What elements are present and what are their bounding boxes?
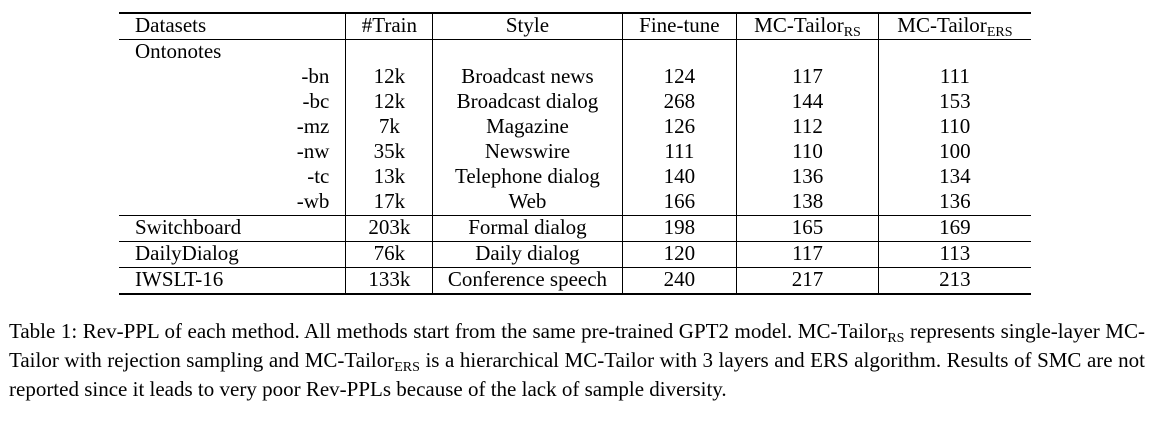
cell-train: 76k [345,241,434,268]
caption-sub-rs: RS [887,331,905,346]
cell-style: Conference speech [432,267,623,294]
cell-ers-best: 213 [939,267,971,291]
cell-style: Daily dialog [432,241,623,268]
cell-train: 12k [345,65,434,90]
header-rs-sub: RS [843,25,861,40]
cell-finetune: 268 [622,90,738,115]
cell-dataset: Switchboard [119,215,347,242]
cell-finetune: 111 [622,140,738,165]
cell-style: Newswire [432,140,623,165]
group-label-ontonotes: Ontonotes [119,39,347,65]
cell-rs: 138 [736,190,879,216]
cell-dataset: -nw [119,140,347,165]
cell-train: 7k [345,115,434,140]
table-group-row: Ontonotes [119,39,1031,65]
cell-dataset: -mz [119,115,347,140]
caption-part-3: is a hierarchical MC-Tailor with 3 layer… [9,348,1145,401]
cell-train: 203k [345,215,434,242]
cell-train: 35k [345,140,434,165]
header-finetune: Fine-tune [622,13,738,40]
cell-ers-best: 111 [939,64,970,88]
cell-rs-best: 165 [736,215,879,242]
cell-finetune: 124 [622,65,738,90]
caption-sub-ers: ERS [394,360,420,375]
cell-rs: 117 [736,65,879,90]
table-header-row: Datasets #Train Style Fine-tune MC-Tailo… [119,13,1031,40]
cell-style: Formal dialog [432,215,623,242]
cell-rs-best: 144 [736,90,879,115]
cell-dataset: -wb [119,190,347,216]
cell-train: 17k [345,190,434,216]
cell-rs: 217 [736,267,879,294]
cell-style: Telephone dialog [432,165,623,190]
cell-dataset: -bn [119,65,347,90]
cell-ers-best: 110 [939,114,971,138]
table-row: IWSLT-16 133k Conference speech 240 217 … [119,267,1031,294]
cell-rs: 136 [736,165,879,190]
table-caption: Table 1: Rev-PPL of each method. All met… [9,317,1145,404]
table-row: Switchboard 203k Formal dialog 198 165 1… [119,215,1031,242]
header-style: Style [432,13,623,40]
table-row: DailyDialog 76k Daily dialog 120 117 113 [119,241,1031,268]
table-row: -nw 35k Newswire 111 110 100 [119,140,1031,165]
cell-finetune: 166 [622,190,738,216]
cell-ers: 169 [939,215,971,239]
header-ers-base: MC-Tailor [897,13,987,37]
cell-style: Web [432,190,623,216]
cell-ers-best: 134 [939,164,971,188]
cell-dataset: DailyDialog [119,241,347,268]
cell-style: Magazine [432,115,623,140]
cell-train: 13k [345,165,434,190]
header-ers-sub: ERS [986,25,1013,40]
cell-finetune: 240 [622,267,738,294]
caption-part-2: represents single-layer MC-Tailor with r… [9,319,1145,372]
table-row: -mz 7k Magazine 126 112 110 [119,115,1031,140]
cell-finetune: 140 [622,165,738,190]
table-row: -wb 17k Web 166 138 136 [119,190,1031,216]
cell-finetune: 120 [622,241,738,268]
caption-part-1: Table 1: Rev-PPL of each method. All met… [9,319,888,343]
cell-rs: 110 [736,140,879,165]
cell-dataset: -tc [119,165,347,190]
cell-ers-best: 136 [939,189,971,213]
header-rs-base: MC-Tailor [754,13,844,37]
results-table: Datasets #Train Style Fine-tune MC-Tailo… [119,12,1031,295]
cell-train: 133k [345,267,434,294]
table-row: -bc 12k Broadcast dialog 268 144 153 [119,90,1031,115]
cell-dataset: -bc [119,90,347,115]
cell-style: Broadcast dialog [432,90,623,115]
cell-ers-best: 100 [939,139,971,163]
cell-rs: 112 [736,115,879,140]
cell-train: 12k [345,90,434,115]
header-datasets: Datasets [119,13,347,40]
cell-rs: 117 [736,241,879,268]
cell-ers: 153 [939,89,971,113]
cell-ers-best: 113 [939,241,971,265]
cell-finetune: 126 [622,115,738,140]
header-train: #Train [345,13,434,40]
cell-style: Broadcast news [432,65,623,90]
cell-finetune: 198 [622,215,738,242]
cell-dataset: IWSLT-16 [119,267,347,294]
table-row: -tc 13k Telephone dialog 140 136 134 [119,165,1031,190]
header-mc-tailor-ers: MC-TailorERS [878,13,1031,40]
header-mc-tailor-rs: MC-TailorRS [736,13,879,40]
table-row: -bn 12k Broadcast news 124 117 111 [119,65,1031,90]
